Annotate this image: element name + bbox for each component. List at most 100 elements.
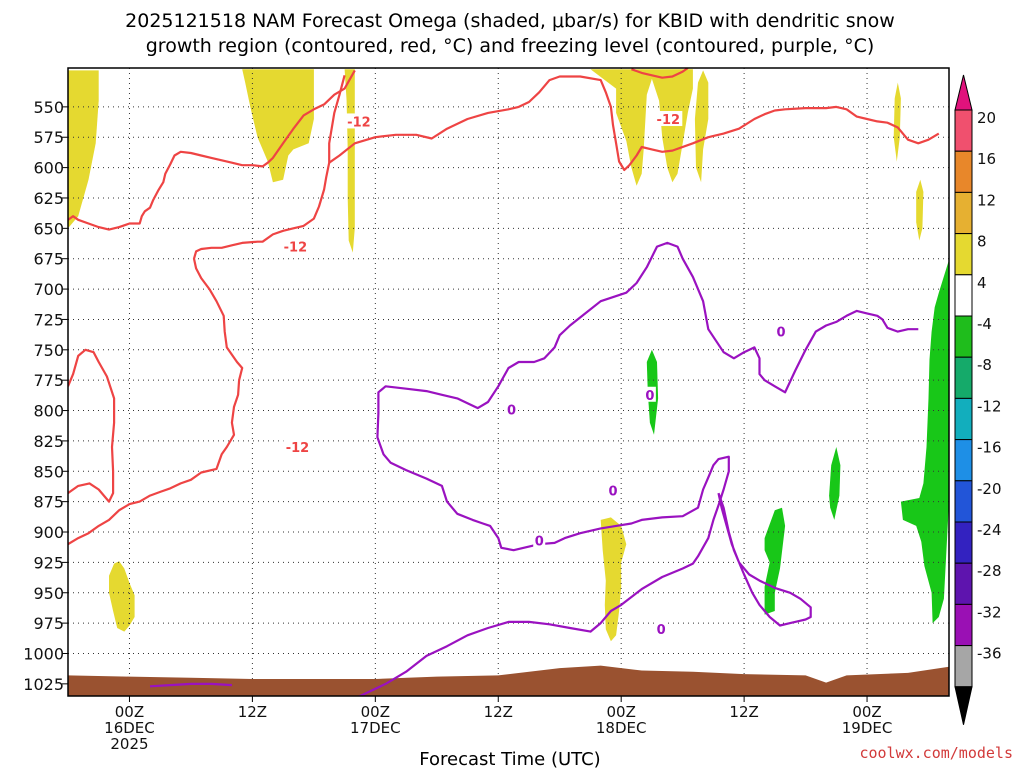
freezing-contour-0 <box>357 241 919 696</box>
y-tick-label-925: 925 <box>33 553 64 572</box>
contour-label-bg-8 <box>533 532 546 548</box>
x-tick-label-h48-0: 00Z <box>606 703 635 721</box>
colorbar-label-3: 8 <box>977 233 987 251</box>
x-tick-label-h72-1: 19DEC <box>842 719 893 737</box>
contour-label-bg-9 <box>655 621 668 637</box>
y-tick-label-975: 975 <box>33 614 64 633</box>
colorbar-swatch-6 <box>954 356 973 399</box>
contour-label-bg-0 <box>344 113 373 129</box>
dendritic-contour-0 <box>68 69 356 231</box>
y-tick-label-675: 675 <box>33 250 64 269</box>
chart-title-line-2: growth region (contoured, red, °C) and f… <box>146 35 875 57</box>
colorbar-label-11: -28 <box>977 562 1002 580</box>
colorbar-swatch-7 <box>954 397 973 441</box>
dendritic-contour-4 <box>631 68 689 79</box>
dendritic-contour-3 <box>328 75 940 172</box>
colorbar-swatch-4 <box>954 274 973 317</box>
contour-label-3: -12 <box>657 113 681 128</box>
positive-omega-region-2 <box>344 69 355 253</box>
y-axis: 550 575 600 625 650 675 700 725 750 775 800 825 850 8… <box>23 98 68 694</box>
negative-omega-region-3 <box>900 259 949 624</box>
contour-label-5: 0 <box>645 389 654 404</box>
terrain-fill <box>68 665 949 696</box>
x-tick-label-h0-2: 2025 <box>110 735 148 753</box>
freezing-contour-1 <box>717 492 812 627</box>
contour-label-bg-4 <box>505 401 518 417</box>
dendritic-contours <box>68 68 940 546</box>
contour-label-0: -12 <box>347 115 371 130</box>
colorbar-swatch-8 <box>954 439 973 482</box>
positive-omega-region-1 <box>242 69 314 183</box>
x-tick-label-h0-1: 16DEC <box>104 719 155 737</box>
colorbar: 20 16 12 8 4 -4 -8 -12 -16 -20 -24 -28 -32 -36 <box>954 74 1002 725</box>
x-tick-label-h0-0: 00Z <box>115 703 144 721</box>
colorbar-label-13: -36 <box>977 645 1002 663</box>
contour-label-bg-6 <box>774 323 787 339</box>
colorbar-label-4: 4 <box>977 274 987 292</box>
contour-label-1: -12 <box>284 241 308 256</box>
colorbar-swatch-11 <box>954 562 973 605</box>
contour-labels: -12 -12 -12 -12 0 0 0 0 0 0 <box>281 111 787 638</box>
negative-omega-region-2 <box>829 447 841 520</box>
colorbar-swatch-5 <box>954 315 973 358</box>
positive-omega-region-6 <box>893 82 901 162</box>
freezing-level-contours <box>149 241 919 696</box>
plot-frame <box>67 67 950 697</box>
grid-lines <box>68 68 949 696</box>
colorbar-label-2: 12 <box>977 191 996 209</box>
positive-omega-region-8 <box>600 517 627 642</box>
x-tick-label-h36-0: 12Z <box>484 703 513 721</box>
y-tick-label-825: 825 <box>33 432 64 451</box>
x-tick-label-h24-1: 17DEC <box>350 719 401 737</box>
positive-omega-region-4 <box>590 69 693 186</box>
contour-label-bg-1 <box>281 238 310 254</box>
contour-label-6: 0 <box>776 326 785 341</box>
y-tick-label-1000: 1000 <box>23 644 64 663</box>
y-tick-label-650: 650 <box>33 219 64 238</box>
y-tick-label-1025: 1025 <box>23 675 64 694</box>
contour-label-9: 0 <box>657 623 666 638</box>
contour-label-bg-3 <box>654 111 683 127</box>
y-tick-label-800: 800 <box>33 402 64 421</box>
colorbar-swatch-9 <box>954 480 973 523</box>
positive-omega-region-3 <box>109 561 135 632</box>
colorbar-swatch-12 <box>954 603 973 647</box>
contour-label-2: -12 <box>286 441 310 456</box>
x-tick-label-h60-0: 12Z <box>729 703 758 721</box>
colorbar-swatch-3 <box>954 233 973 276</box>
colorbar-bottom-arrow <box>954 686 973 725</box>
colorbar-swatch-2 <box>954 191 973 235</box>
colorbar-label-5: -4 <box>977 315 992 333</box>
x-tick-label-h12-0: 12Z <box>238 703 267 721</box>
colorbar-label-10: -24 <box>977 521 1002 539</box>
colorbar-label-0: 20 <box>977 109 996 127</box>
contour-label-4: 0 <box>507 403 516 418</box>
y-tick-label-775: 775 <box>33 371 64 390</box>
chart-title-line-1: 2025121518 NAM Forecast Omega (shaded, μ… <box>125 10 895 32</box>
contour-label-8: 0 <box>535 535 544 550</box>
colorbar-label-12: -32 <box>977 603 1002 621</box>
y-tick-label-750: 750 <box>33 341 64 360</box>
colorbar-label-7: -12 <box>977 397 1002 415</box>
x-tick-label-h24-0: 00Z <box>361 703 390 721</box>
negative-omega-region-1 <box>764 507 786 615</box>
positive-omega-region-5 <box>694 70 709 183</box>
y-tick-label-600: 600 <box>33 159 64 178</box>
colorbar-label-8: -16 <box>977 439 1002 457</box>
y-tick-label-625: 625 <box>33 189 64 208</box>
y-tick-label-700: 700 <box>33 280 64 299</box>
x-tick-label-h72-0: 00Z <box>852 703 881 721</box>
y-tick-label-725: 725 <box>33 310 64 329</box>
colorbar-swatch-1 <box>954 150 973 193</box>
dendritic-contour-2 <box>68 348 116 503</box>
colorbar-swatch-10 <box>954 521 973 564</box>
credit-text: coolwx.com/models <box>859 744 1013 762</box>
x-tick-label-h48-1: 18DEC <box>596 719 647 737</box>
freezing-contour-2 <box>149 682 232 688</box>
colorbar-label-1: 16 <box>977 150 996 168</box>
colorbar-swatch-13 <box>954 645 973 688</box>
positive-omega-layer <box>68 69 924 642</box>
contour-label-bg-2 <box>283 438 312 454</box>
